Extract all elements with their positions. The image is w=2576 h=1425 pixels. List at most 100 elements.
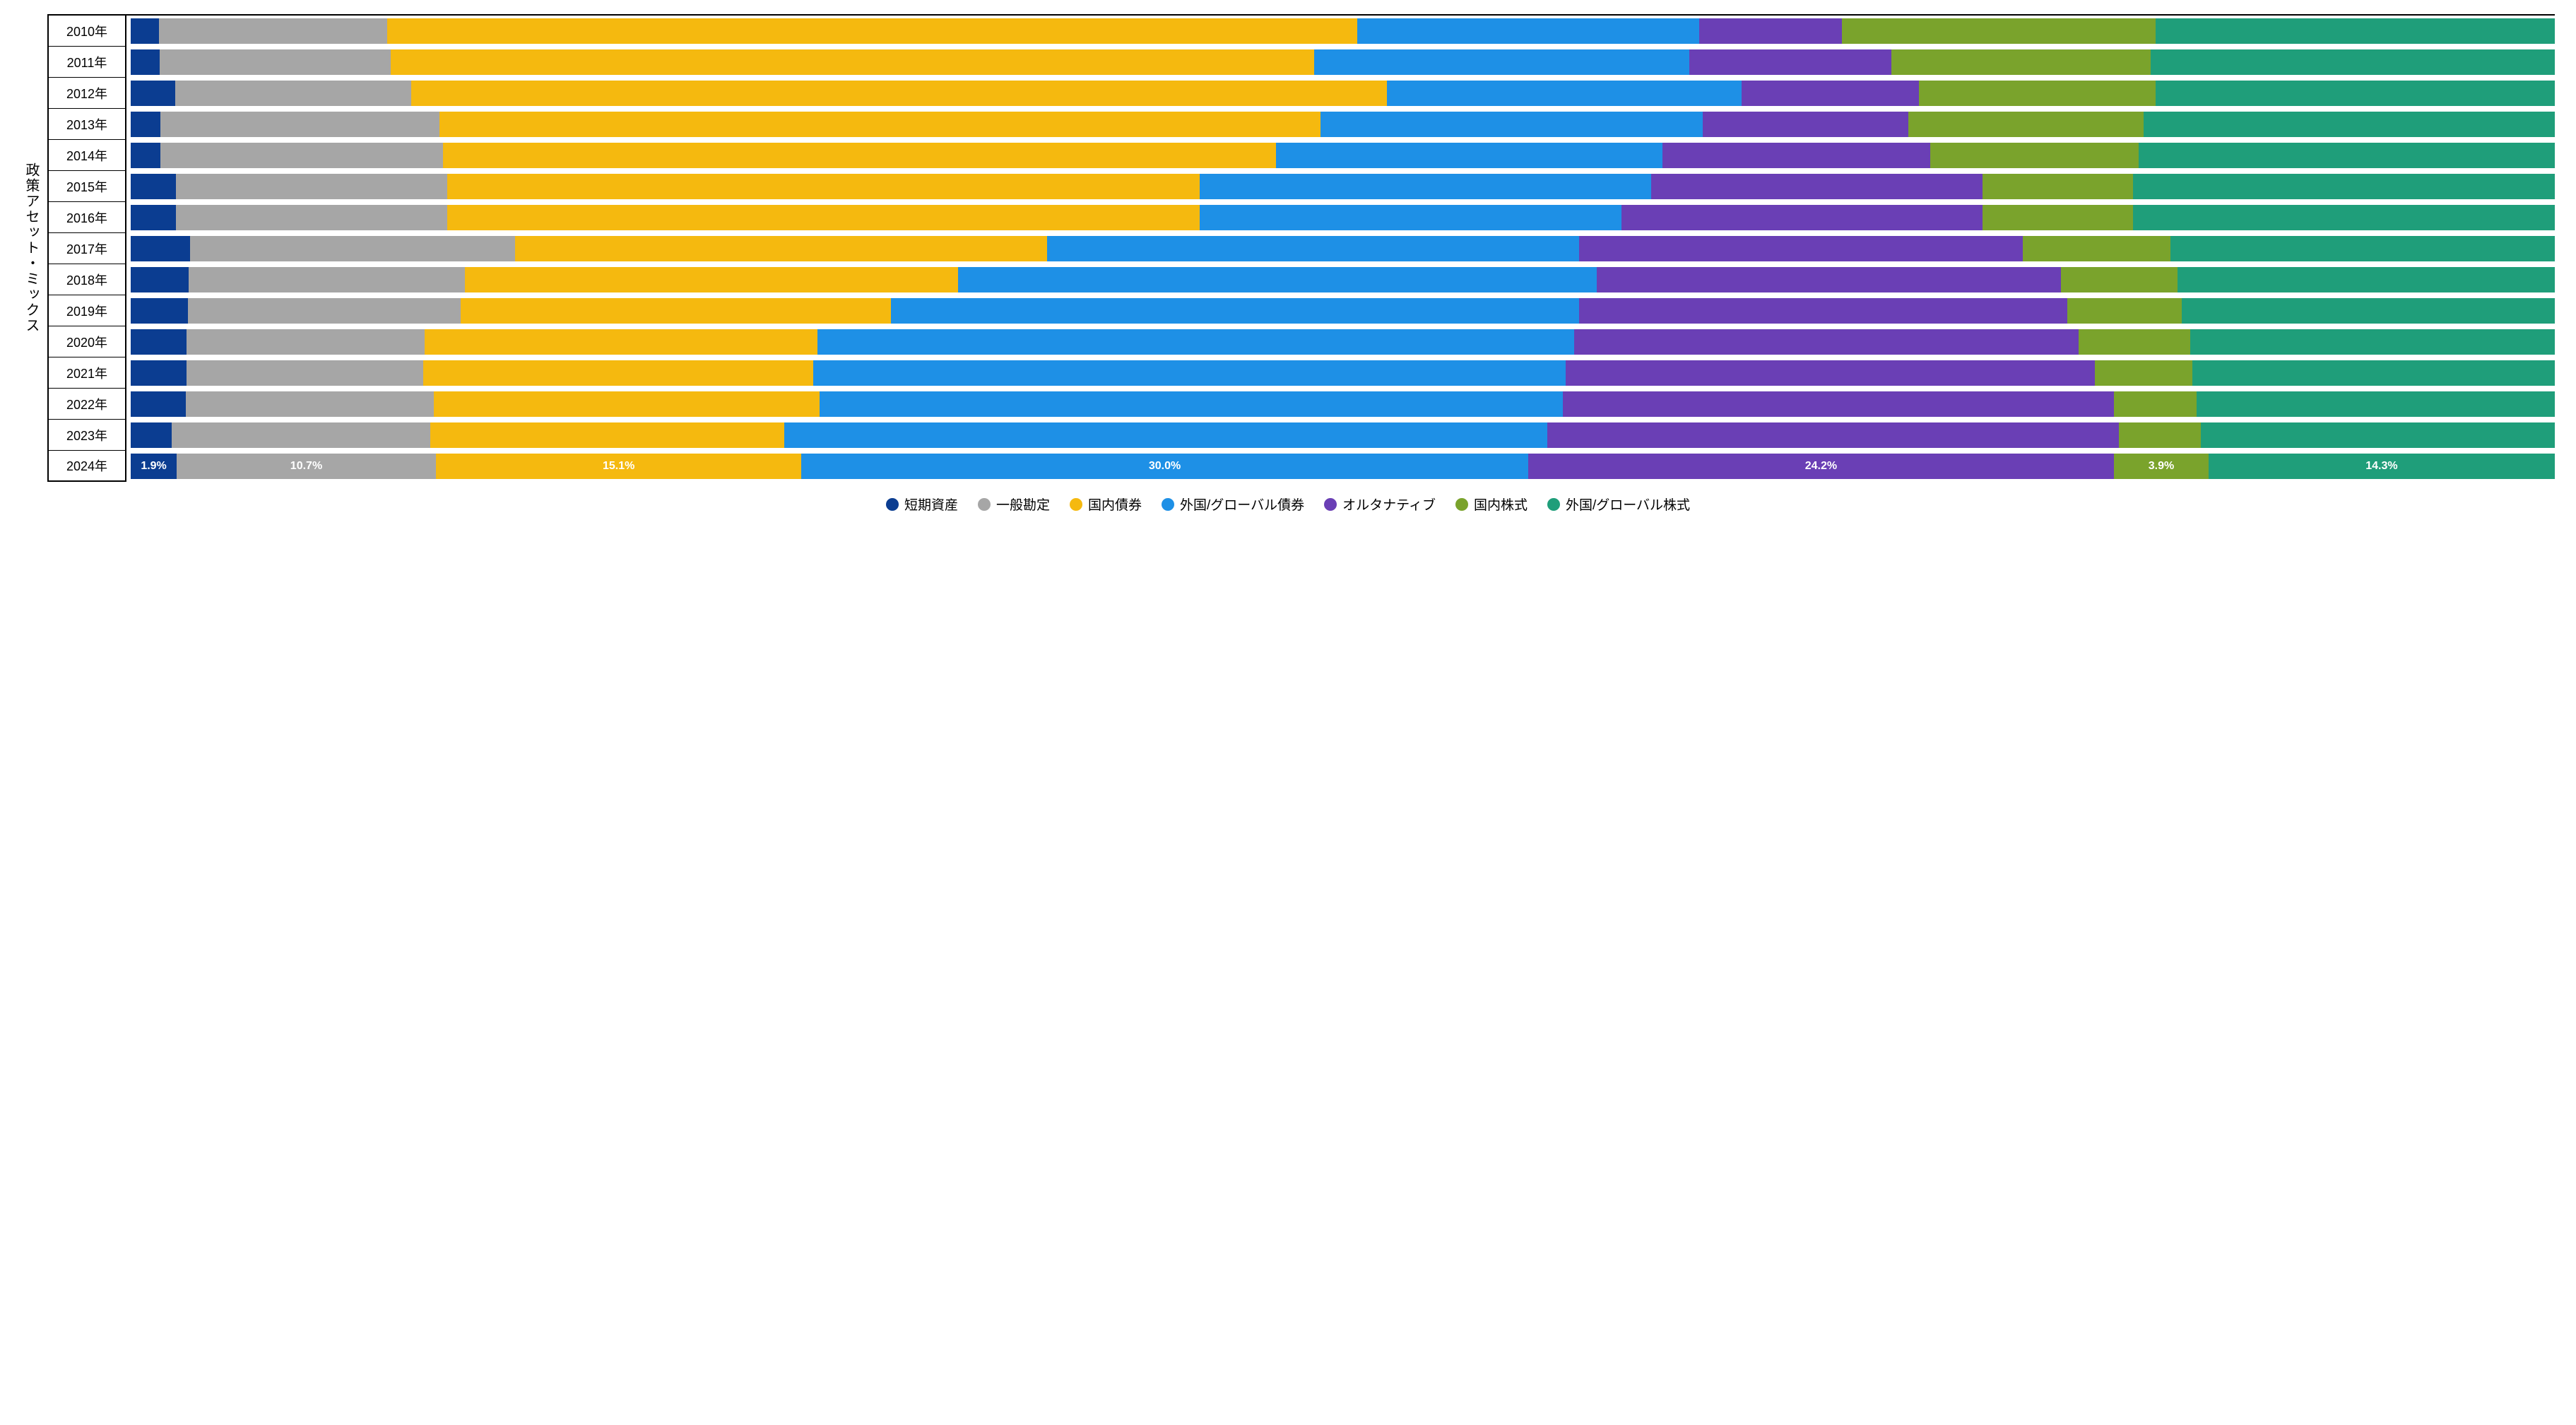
bar-segment-short_term bbox=[131, 112, 160, 137]
stacked-bar bbox=[131, 391, 2555, 417]
bar-segment-domestic_eq bbox=[1891, 49, 2151, 75]
bar-segment-foreign_bonds bbox=[1276, 143, 1662, 168]
legend-item-foreign_bonds: 外国/グローバル債券 bbox=[1162, 495, 1304, 514]
chart-rows-area: 2010年2011年2012年2013年2014年2015年2016年2017年… bbox=[47, 14, 2555, 482]
table-row: 2018年 bbox=[49, 264, 2555, 295]
stacked-bar bbox=[131, 422, 2555, 448]
stacked-bar bbox=[131, 112, 2555, 137]
stacked-bar bbox=[131, 205, 2555, 230]
bar-segment-domestic_bonds bbox=[425, 329, 817, 355]
bar-segment-general bbox=[187, 360, 423, 386]
bar-segment-domestic_bonds bbox=[391, 49, 1314, 75]
year-label: 2012年 bbox=[49, 78, 126, 109]
table-row: 2017年 bbox=[49, 233, 2555, 264]
stacked-bar bbox=[131, 329, 2555, 355]
legend-swatch bbox=[978, 498, 991, 511]
bar-segment-general bbox=[172, 422, 430, 448]
bar-segment-short_term bbox=[131, 143, 160, 168]
bar-segment-foreign_bonds bbox=[1357, 18, 1699, 44]
bar-segment-general bbox=[189, 267, 464, 292]
bar-segment-foreign_bonds bbox=[784, 422, 1547, 448]
bar-segment-foreign_eq bbox=[2156, 81, 2555, 106]
bar-segment-alternatives bbox=[1597, 267, 2061, 292]
year-label: 2021年 bbox=[49, 357, 126, 389]
bar-segment-foreign_eq bbox=[2139, 143, 2555, 168]
bar-segment-general bbox=[186, 391, 434, 417]
bar-segment-domestic_eq bbox=[1842, 18, 2156, 44]
bar-segment-general bbox=[188, 298, 461, 324]
bar-segment-general bbox=[187, 329, 425, 355]
stacked-bar bbox=[131, 236, 2555, 261]
bar-segment-alternatives bbox=[1651, 174, 1983, 199]
bar-segment-foreign_bonds bbox=[820, 391, 1564, 417]
bar-segment-general: 10.7% bbox=[177, 454, 436, 479]
legend-label: 短期資産 bbox=[904, 495, 958, 514]
bar-segment-general bbox=[160, 49, 391, 75]
bar-segment-foreign_eq bbox=[2182, 298, 2555, 324]
bar-segment-domestic_bonds bbox=[434, 391, 820, 417]
bar-segment-domestic_bonds bbox=[465, 267, 959, 292]
year-label: 2019年 bbox=[49, 295, 126, 326]
bar-segment-domestic_bonds bbox=[387, 18, 1357, 44]
bar-segment-foreign_bonds bbox=[891, 298, 1579, 324]
table-row: 2023年 bbox=[49, 420, 2555, 451]
stacked-bar bbox=[131, 360, 2555, 386]
bar-segment-short_term bbox=[131, 18, 159, 44]
legend-label: 外国/グローバル株式 bbox=[1566, 495, 1690, 514]
bar-segment-short_term bbox=[131, 329, 187, 355]
bar-segment-foreign_eq bbox=[2133, 205, 2555, 230]
legend-swatch bbox=[1070, 498, 1082, 511]
year-label: 2013年 bbox=[49, 109, 126, 140]
year-label: 2018年 bbox=[49, 264, 126, 295]
bar-segment-domestic_eq bbox=[2061, 267, 2177, 292]
bar-segment-foreign_bonds bbox=[1200, 205, 1621, 230]
bar-segment-domestic_bonds: 15.1% bbox=[436, 454, 802, 479]
bar-segment-short_term bbox=[131, 236, 190, 261]
bar-segment-domestic_eq bbox=[2095, 360, 2192, 386]
bar-segment-foreign_bonds bbox=[817, 329, 1574, 355]
bar-segment-general bbox=[160, 143, 443, 168]
bar-segment-foreign_bonds bbox=[1387, 81, 1742, 106]
bar-segment-short_term bbox=[131, 391, 186, 417]
legend-item-domestic_bonds: 国内債券 bbox=[1070, 495, 1142, 514]
legend-label: オルタナティブ bbox=[1342, 495, 1436, 514]
bar-segment-general bbox=[175, 81, 412, 106]
stacked-bar bbox=[131, 298, 2555, 324]
year-label: 2015年 bbox=[49, 171, 126, 202]
bar-segment-alternatives bbox=[1699, 18, 1842, 44]
bar-segment-short_term bbox=[131, 174, 176, 199]
year-label: 2014年 bbox=[49, 140, 126, 171]
bar-segment-foreign_eq bbox=[2178, 267, 2555, 292]
stacked-bar bbox=[131, 143, 2555, 168]
year-label: 2020年 bbox=[49, 326, 126, 357]
bar-segment-alternatives: 24.2% bbox=[1528, 454, 2114, 479]
bar-segment-foreign_bonds bbox=[1321, 112, 1703, 137]
year-label: 2023年 bbox=[49, 420, 126, 451]
bar-segment-short_term: 1.9% bbox=[131, 454, 177, 479]
table-row: 2021年 bbox=[49, 357, 2555, 389]
bar-segment-domestic_eq bbox=[1983, 205, 2133, 230]
bar-segment-short_term bbox=[131, 422, 172, 448]
legend-item-short_term: 短期資産 bbox=[886, 495, 958, 514]
bar-segment-foreign_eq bbox=[2190, 329, 2555, 355]
table-row: 2011年 bbox=[49, 47, 2555, 78]
bar-segment-alternatives bbox=[1579, 298, 2067, 324]
stacked-bar: 1.9%10.7%15.1%30.0%24.2%3.9%14.3% bbox=[131, 454, 2555, 479]
legend-label: 一般勘定 bbox=[996, 495, 1050, 514]
bar-segment-alternatives bbox=[1689, 49, 1891, 75]
bar-segment-alternatives bbox=[1574, 329, 2079, 355]
bar-segment-foreign_eq bbox=[2151, 49, 2555, 75]
table-row: 2022年 bbox=[49, 389, 2555, 420]
bar-segment-short_term bbox=[131, 267, 189, 292]
stacked-bar bbox=[131, 18, 2555, 44]
stacked-bar bbox=[131, 267, 2555, 292]
bar-segment-alternatives bbox=[1742, 81, 1919, 106]
bar-segment-short_term bbox=[131, 360, 187, 386]
bar-segment-domestic_bonds bbox=[439, 112, 1321, 137]
legend-label: 国内債券 bbox=[1088, 495, 1142, 514]
bar-segment-general bbox=[176, 174, 447, 199]
bar-segment-foreign_bonds bbox=[1047, 236, 1579, 261]
stacked-bar bbox=[131, 174, 2555, 199]
bar-segment-domestic_eq bbox=[1983, 174, 2133, 199]
bar-segment-general bbox=[159, 18, 387, 44]
